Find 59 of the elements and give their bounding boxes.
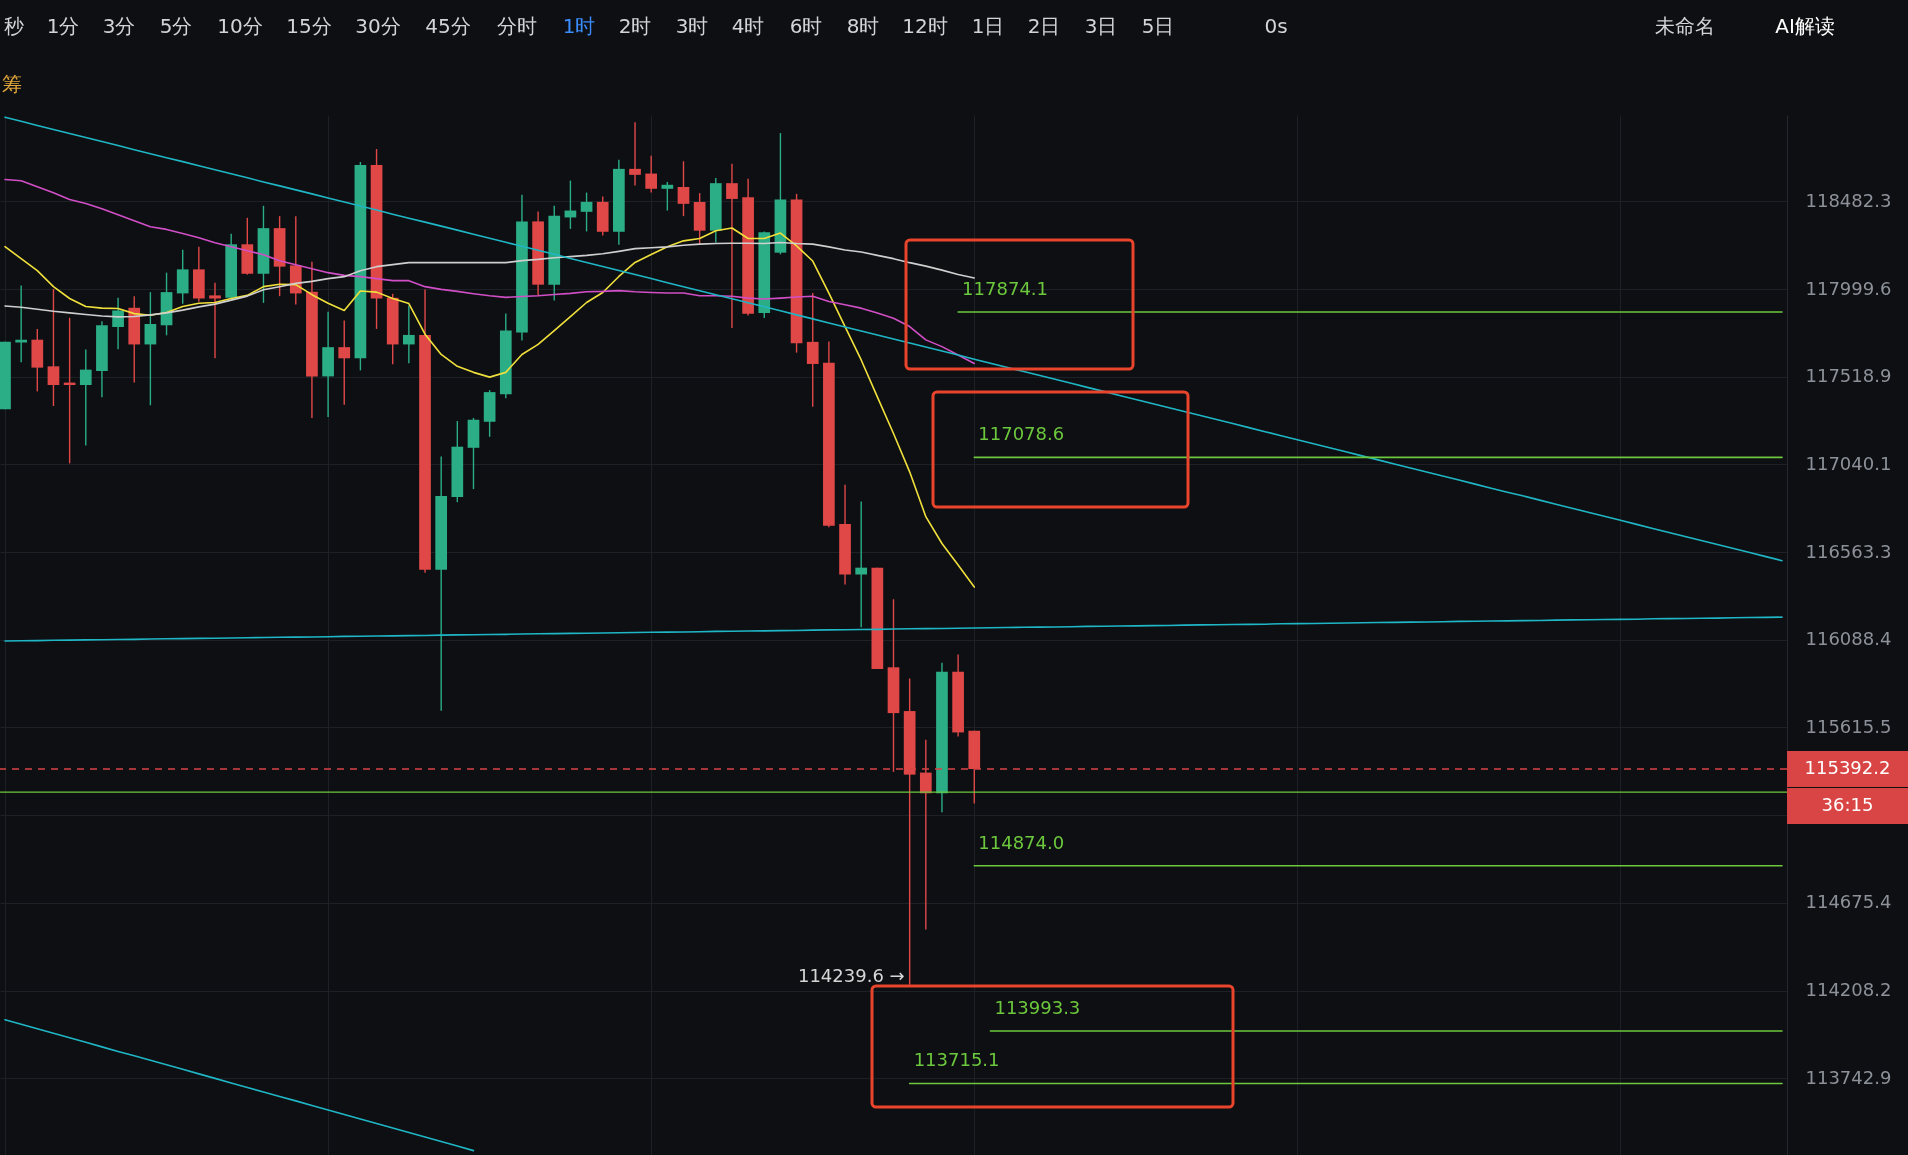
text: 30分	[355, 14, 401, 38]
line-series	[4, 1018, 475, 1152]
text: 8时	[846, 14, 880, 38]
text: AI解读	[1775, 14, 1835, 38]
text: 36:15	[1821, 794, 1874, 816]
text: 秒	[4, 14, 24, 38]
y-tick-label: 117518.9	[1805, 365, 1892, 387]
text: 3时	[675, 14, 709, 38]
line-series	[4, 616, 1783, 642]
text: 1分	[46, 14, 80, 38]
text: 4时	[731, 14, 765, 38]
text: 1日	[971, 14, 1005, 38]
text: 2日	[1027, 14, 1061, 38]
series-label: 114874.0	[978, 831, 1065, 853]
series-label: 117078.6	[978, 423, 1065, 445]
y-tick-label: 117040.1	[1805, 452, 1892, 474]
candlestick	[144, 291, 157, 406]
y-tick-label: 114675.4	[1805, 891, 1892, 913]
candlestick	[645, 154, 658, 194]
candlestick	[855, 500, 868, 629]
text: 5分	[159, 14, 193, 38]
candlestick	[580, 191, 593, 233]
candlestick	[79, 348, 92, 447]
text: 2时	[618, 14, 652, 38]
candlestick	[47, 288, 60, 407]
text: 10分	[217, 14, 263, 38]
y-tick-label: 117999.6	[1805, 277, 1892, 299]
text: 6时	[789, 14, 823, 38]
text: 3日	[1084, 14, 1118, 38]
text: 3分	[102, 14, 136, 38]
text: 45分	[425, 14, 471, 38]
candlestick	[403, 304, 415, 364]
line-series	[4, 116, 1783, 562]
text: 12时	[902, 14, 948, 38]
y-tick-label: 115615.5	[1805, 715, 1892, 737]
series-label: 113715.1	[913, 1049, 1000, 1071]
candlestick	[677, 160, 690, 217]
y-tick-label: 116563.3	[1805, 540, 1892, 562]
text: 筹	[2, 72, 22, 96]
y-tick-label: 113742.9	[1805, 1066, 1892, 1088]
series-label: 113993.3	[994, 996, 1081, 1018]
text: 1时	[562, 14, 596, 38]
text: 0s	[1264, 14, 1288, 38]
y-tick-label: 114208.2	[1805, 979, 1892, 1001]
candlestick	[629, 121, 641, 187]
candlestick	[338, 319, 351, 406]
annotation: 114239.6 →	[797, 964, 905, 986]
series-label: 117874.1	[962, 277, 1049, 299]
text: 5日	[1141, 14, 1175, 38]
text: 未命名	[1655, 14, 1715, 38]
text: 15分	[286, 14, 332, 38]
y-tick-label: 118482.3	[1805, 189, 1892, 211]
ref-line-label: 115392.2	[1804, 757, 1891, 779]
candlestick	[209, 281, 221, 360]
text: 分时	[497, 14, 537, 38]
candlestick	[661, 181, 674, 212]
y-tick-label: 116088.4	[1805, 628, 1892, 650]
candlestick	[806, 292, 819, 408]
candlestick	[726, 163, 738, 329]
